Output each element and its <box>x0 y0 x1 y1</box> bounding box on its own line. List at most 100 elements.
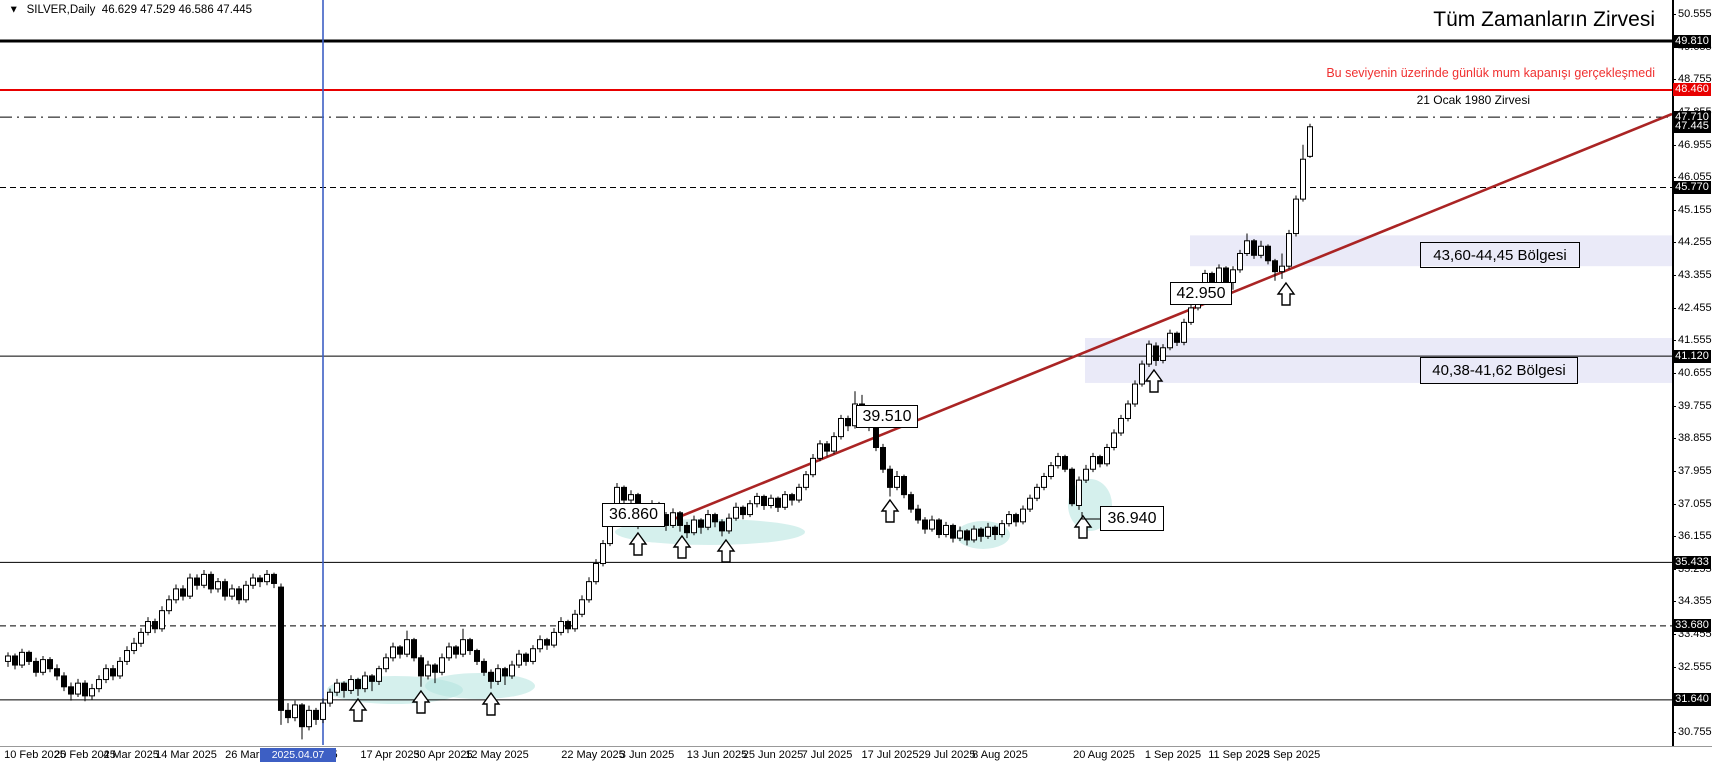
price-tick-label: 36.155 <box>1678 530 1712 543</box>
candle-body-up <box>1006 514 1012 525</box>
candle-body-down <box>1153 345 1159 361</box>
candle-body-up <box>334 682 340 693</box>
candle-body-up <box>1286 233 1292 267</box>
zone-box-4038-4162[interactable]: 40,38-41,62 Bölgesi <box>1420 357 1578 384</box>
candle-body-up <box>96 679 102 690</box>
symbol-name: SILVER,Daily <box>26 4 96 16</box>
price-tag-36940[interactable]: 36.940 <box>1100 506 1164 531</box>
candle-body-down <box>257 577 263 583</box>
candle-body-up <box>985 526 991 537</box>
candle-body-down <box>978 528 984 537</box>
candle-body-down <box>740 506 746 516</box>
price-tick-label: 50.555 <box>1678 8 1712 20</box>
candle-body-down <box>299 704 305 728</box>
candle-body-down <box>887 468 893 488</box>
candle-body-up <box>999 523 1005 536</box>
candle-body-up <box>243 584 249 601</box>
up-arrow-marker[interactable] <box>628 531 648 556</box>
price-tick-mark <box>1672 634 1676 636</box>
candle-body-up <box>376 668 382 682</box>
candle-body-up <box>593 563 599 583</box>
candle-body-down <box>110 668 116 677</box>
candle-body-up <box>586 581 592 601</box>
zone-box-4360-4445[interactable]: 43,60-44,45 Bölgesi <box>1420 242 1580 268</box>
candle-body-up <box>943 524 949 536</box>
candle-body-down <box>698 519 704 528</box>
up-arrow-marker[interactable] <box>411 689 431 714</box>
candle-body-up <box>103 668 109 681</box>
candle-body-up <box>670 512 676 526</box>
price-tag-36860[interactable]: 36.860 <box>602 503 665 527</box>
price-tag-42950[interactable]: 42.950 <box>1170 282 1232 305</box>
candle-body-down <box>432 664 438 673</box>
candle-body-down <box>278 586 284 711</box>
price-tick-label: 34.355 <box>1678 595 1712 608</box>
time-tick-label: 7 Jul 2025 <box>801 749 853 761</box>
candle-body-down <box>33 660 39 673</box>
time-tick-label: 23 Sep 2025 <box>1257 749 1321 761</box>
candle-body-up <box>117 660 123 677</box>
candle-body-down <box>418 657 424 677</box>
candle-body-up <box>1279 265 1285 273</box>
candle-body-up <box>796 486 802 501</box>
candle-body-down <box>1069 468 1075 505</box>
up-arrow-marker[interactable] <box>1144 368 1164 393</box>
up-arrow-marker[interactable] <box>481 691 501 716</box>
up-arrow-marker[interactable] <box>348 697 368 722</box>
price-tick-label: 45.155 <box>1678 203 1712 216</box>
up-arrow-marker[interactable] <box>880 498 900 523</box>
candle-body-down <box>1223 267 1229 284</box>
trend-line[interactable] <box>673 112 1673 521</box>
candle-body-down <box>369 675 375 682</box>
candle-body-up <box>131 642 137 652</box>
up-arrow-marker[interactable] <box>716 538 736 563</box>
time-tick-label: 17 Apr 2025 <box>360 749 420 761</box>
candle-body-up <box>75 682 81 695</box>
price-tick-mark <box>1672 307 1676 309</box>
candle-body-down <box>502 668 508 677</box>
candle-body-down <box>873 425 879 448</box>
candle-body-up <box>803 474 809 488</box>
price-tick-label: 48.755 <box>1678 73 1712 86</box>
peak-1980-label: 21 Ocak 1980 Zirvesi <box>1416 93 1530 107</box>
candle-body-down <box>880 446 886 470</box>
symbol-dropdown-icon[interactable]: ▼ <box>8 4 19 16</box>
up-arrow-marker[interactable] <box>1276 281 1296 306</box>
zone-band[interactable] <box>1085 337 1672 383</box>
up-arrow-marker[interactable] <box>1073 514 1093 539</box>
candle-body-down <box>355 679 361 690</box>
candle-body-up <box>250 577 256 586</box>
candle-body-down <box>719 521 725 532</box>
candle-body-up <box>138 631 144 644</box>
price-tick-mark <box>1672 144 1676 146</box>
candle-body-down <box>488 671 494 682</box>
candle-body-up <box>1230 269 1236 284</box>
candle-body-up <box>460 639 466 655</box>
candle-body-down <box>180 588 186 597</box>
callout-line-36940 <box>1081 512 1100 520</box>
price-tag-39510[interactable]: 39.510 <box>856 405 918 428</box>
price-tick-label: 32.555 <box>1678 660 1712 673</box>
time-tick-label: 29 Jul 2025 <box>918 749 976 761</box>
time-tick-label: 14 Mar 2025 <box>155 749 217 761</box>
candle-body-up <box>579 599 585 615</box>
candle-body-down <box>61 675 67 688</box>
price-tick-label: 37.055 <box>1678 497 1712 510</box>
time-tick-label: 17 Jul 2025 <box>861 749 919 761</box>
level-price-badge: 41.120 <box>1673 349 1711 363</box>
up-arrow-marker[interactable] <box>672 534 692 559</box>
candle-body-up <box>600 543 606 565</box>
price-tick-mark <box>1672 177 1676 179</box>
candle-body-down <box>271 573 277 584</box>
candle-body-up <box>726 517 732 532</box>
candle-body-up <box>187 577 193 597</box>
candle-body-down <box>1265 245 1271 262</box>
resistance-note: Bu seviyenin üzerinde günlük mum kapanış… <box>1326 66 1655 80</box>
chart-title: Tüm Zamanların Zirvesi <box>1433 8 1655 31</box>
candle-body-up <box>810 457 816 476</box>
support-ellipse[interactable] <box>425 673 535 699</box>
price-tick-mark <box>1672 666 1676 668</box>
candle-body-down <box>12 655 18 666</box>
price-tick-mark <box>1672 568 1676 570</box>
